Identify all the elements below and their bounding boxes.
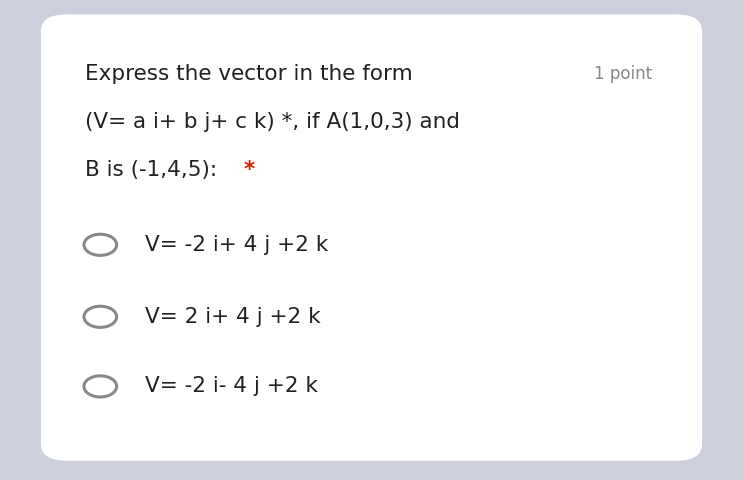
Text: V= -2 i+ 4 j +2 k: V= -2 i+ 4 j +2 k [145,235,328,255]
FancyBboxPatch shape [41,14,702,461]
Text: Express the vector in the form: Express the vector in the form [85,64,413,84]
Text: B is (-1,4,5):: B is (-1,4,5): [85,160,218,180]
Text: V= -2 i- 4 j +2 k: V= -2 i- 4 j +2 k [145,376,318,396]
Text: *: * [244,160,255,180]
Text: V= 2 i+ 4 j +2 k: V= 2 i+ 4 j +2 k [145,307,320,327]
Text: 1 point: 1 point [594,65,652,84]
Text: (V= a i+ b j+ c k) *, if A(1,0,3) and: (V= a i+ b j+ c k) *, if A(1,0,3) and [85,112,461,132]
